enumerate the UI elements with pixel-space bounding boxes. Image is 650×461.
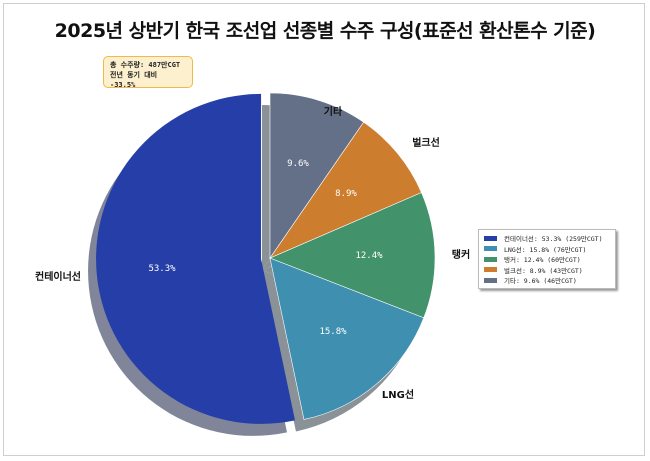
legend-swatch [484,277,497,283]
label-container: 컨테이너선 [35,270,81,283]
label-other: 기타 [324,105,343,118]
pct-bulk: 8.9% [335,189,357,199]
chart-frame [3,3,645,456]
legend-text: LNG선: 15.8% (76만CGT) [504,245,587,254]
legend-swatch [484,246,497,252]
legend-text: 벌크선: 8.9% (43만CGT) [504,266,583,275]
legend-swatch [484,235,497,241]
chart-title: 2025년 상반기 한국 조선업 선종별 수주 구성(표준선 환산톤수 기준) [54,20,596,42]
label-bulk: 벌크선 [412,136,440,149]
label-tanker: 탱커 [452,248,470,261]
legend-text: 탱커: 12.4% (60만CGT) [504,256,581,265]
summary-total: 총 수주량: 487만CGT [110,61,181,69]
legend-item-tanker: 탱커: 12.4% (60만CGT) [484,254,610,265]
legend-item-bulk: 벌크선: 8.9% (43만CGT) [484,265,610,276]
summary-box: 총 수주량: 487만CGT 전년 동기 대비 -33.5% [103,56,193,89]
legend-item-container: 컨테이너선: 53.3% (259만CGT) [484,233,610,244]
slice-other[interactable] [269,92,365,259]
legend-swatch [484,256,497,262]
pct-lng: 15.8% [319,327,347,337]
legend-swatch [484,267,497,273]
pct-other: 9.6% [287,159,309,169]
legend-text: 기타: 9.6% (46만CGT) [504,277,577,286]
label-lng: LNG선 [382,388,414,401]
slice-tanker[interactable] [269,192,436,319]
pct-container: 53.3% [148,264,176,274]
legend: 컨테이너선: 53.3% (259만CGT) LNG선: 15.8% (76만C… [478,229,616,289]
legend-item-lng: LNG선: 15.8% (76만CGT) [484,244,610,255]
legend-item-other: 기타: 9.6% (46만CGT) [484,275,610,286]
slice-lng[interactable] [269,257,425,420]
legend-text: 컨테이너선: 53.3% (259만CGT) [504,235,603,244]
pct-tanker: 12.4% [355,251,383,261]
slice-bulk[interactable] [269,121,422,259]
summary-yoy: 전년 동기 대비 -33.5% [110,71,158,89]
pie-labels: 기타 벌크선 탱커 LNG선 컨테이너선 9.6% 8.9% 12.4% 15.… [35,105,470,401]
pie-slices [96,92,436,424]
slice-container[interactable] [96,93,296,424]
